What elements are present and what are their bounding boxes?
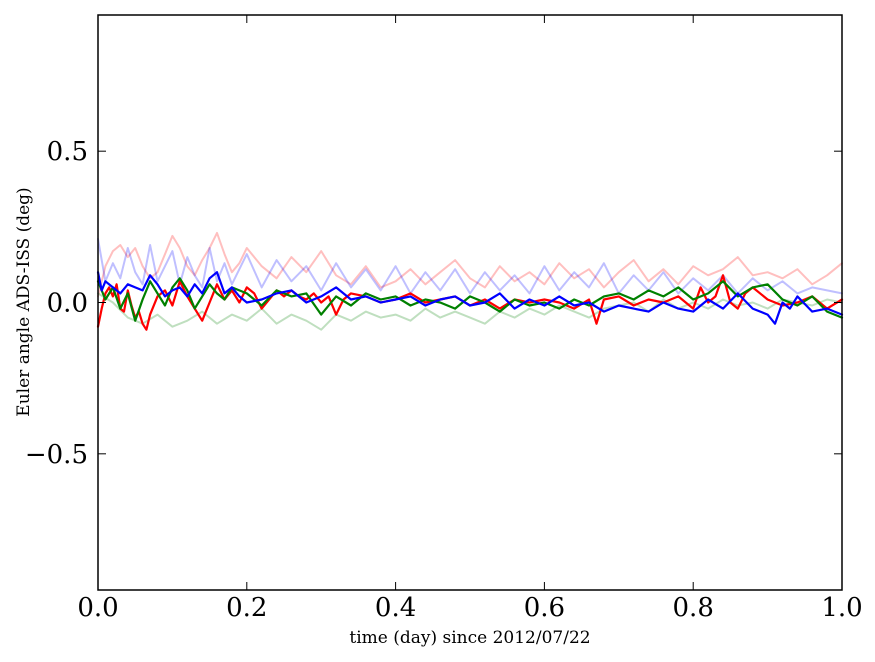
x-axis-label: time (day) since 2012/07/22 xyxy=(349,628,590,648)
x-tick-label: 0.4 xyxy=(375,593,416,623)
series-line-3 xyxy=(96,274,844,331)
y-tick-label: 0.0 xyxy=(47,289,88,319)
series-line-2 xyxy=(97,237,843,295)
tick-layer: 0.0 0.2 0.4 0.6 0.8 1.0 0.5 0.0 −0.5 xyxy=(25,15,863,623)
x-tick-label: 0.0 xyxy=(77,593,118,623)
y-tick-label: −0.5 xyxy=(25,440,88,470)
x-tick-label: 0.2 xyxy=(226,593,267,623)
series-layer xyxy=(96,231,844,331)
y-tick-label: 0.5 xyxy=(47,137,88,167)
x-tick-label: 0.8 xyxy=(673,593,714,623)
series-line-1 xyxy=(97,292,843,331)
y-axis-label: Euler angle ADS-ISS (deg) xyxy=(14,187,34,416)
series-line-0 xyxy=(97,231,843,298)
x-tick-label: 1.0 xyxy=(821,593,862,623)
series-line-5 xyxy=(96,271,844,325)
x-tick-label: 0.6 xyxy=(524,593,565,623)
